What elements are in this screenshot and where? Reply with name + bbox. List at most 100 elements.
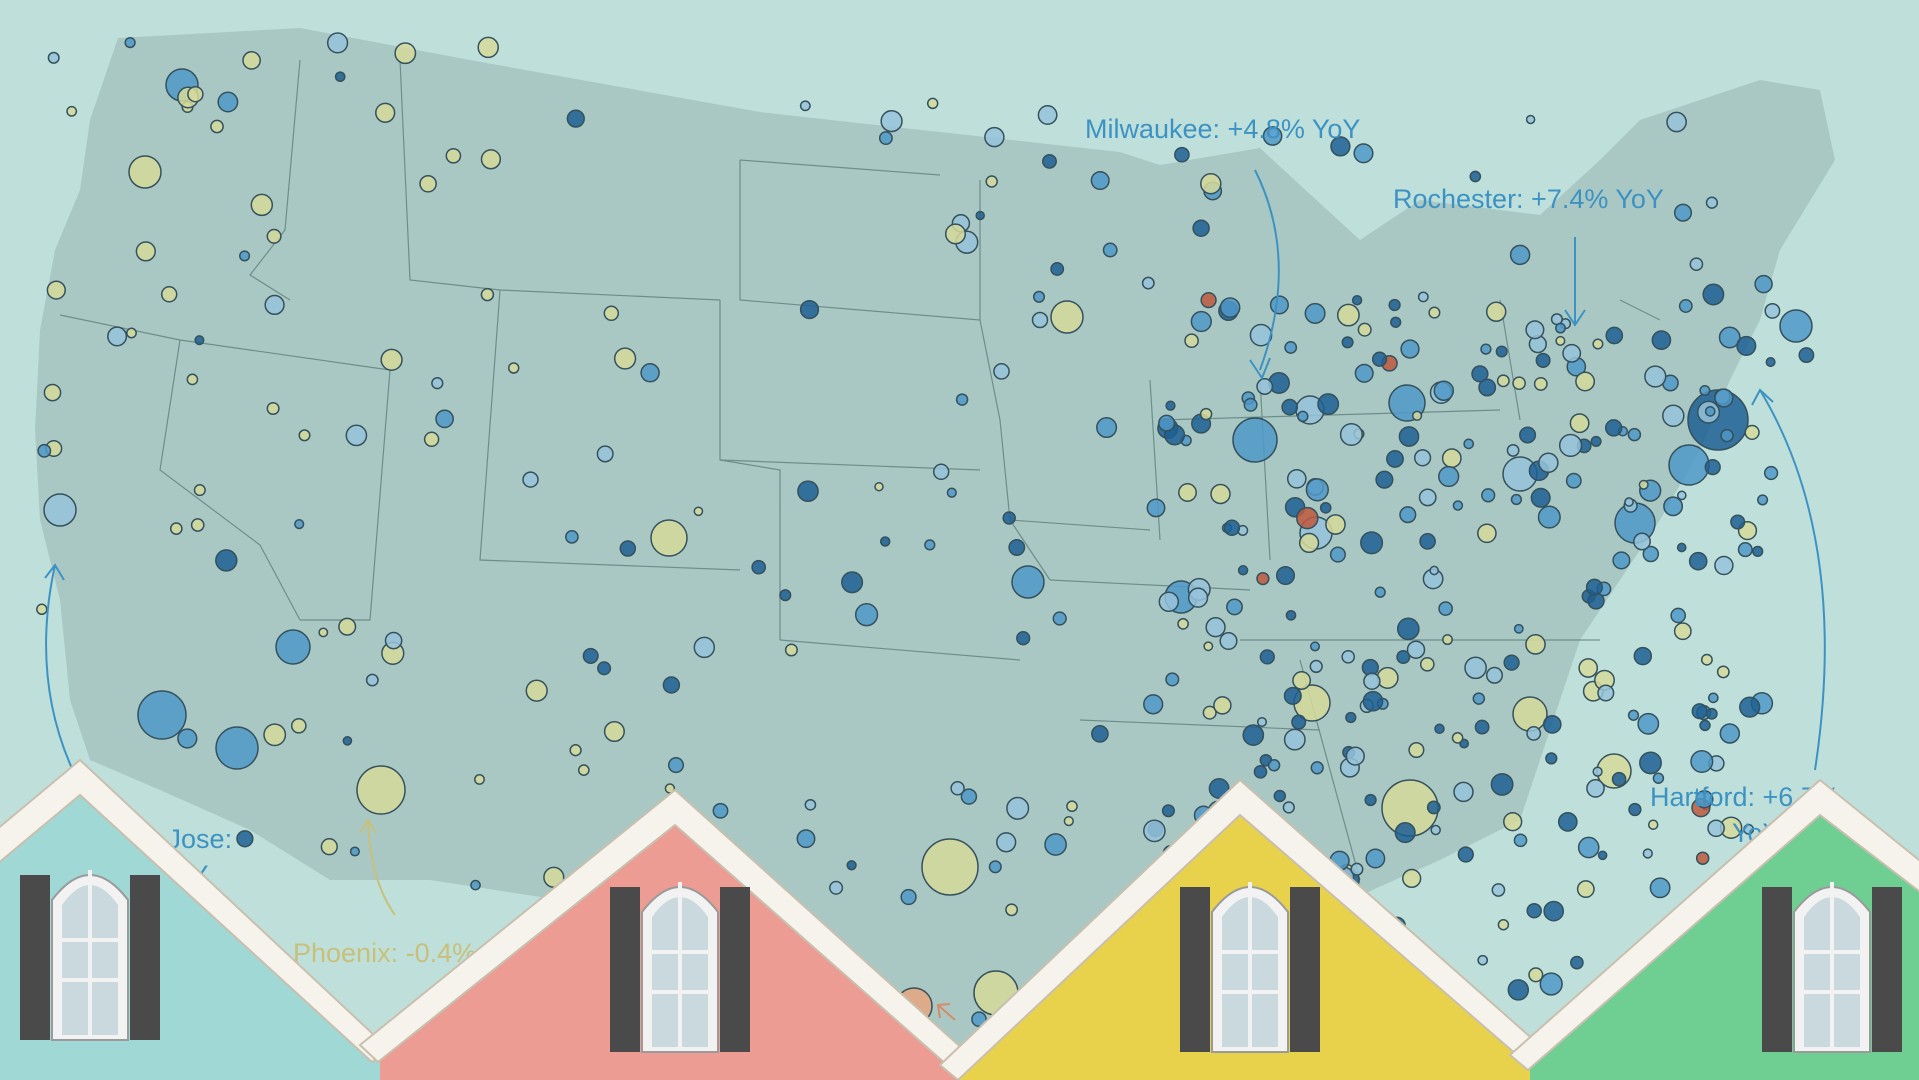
metro-bubble xyxy=(1575,371,1596,392)
metro-bubble xyxy=(1510,493,1523,506)
metro-bubble xyxy=(1267,759,1281,772)
metro-bubble xyxy=(1503,654,1520,671)
metro-bubble xyxy=(1434,723,1445,735)
metro-bubble xyxy=(932,463,950,481)
metro-bubble xyxy=(1666,111,1687,133)
metro-bubble xyxy=(1376,666,1399,689)
metro-bubble xyxy=(1237,565,1249,576)
metro-bubble xyxy=(1497,918,1510,931)
metro-bubble xyxy=(275,629,311,665)
metro-bubble xyxy=(1351,294,1363,306)
metro-bubble xyxy=(1428,306,1441,319)
metro-bubble xyxy=(1644,365,1667,388)
metro-bubble xyxy=(1525,634,1546,655)
metro-bubble xyxy=(1642,848,1653,859)
metro-bubble xyxy=(135,241,156,262)
metro-bubble xyxy=(43,493,77,527)
metro-bubble xyxy=(1202,705,1217,720)
metro-bubble xyxy=(43,383,62,402)
metro-bubble xyxy=(1707,692,1719,704)
metro-bubble xyxy=(264,294,285,316)
annotation-rochester: Rochester: +7.4% YoY xyxy=(1393,184,1664,214)
metro-bubble xyxy=(1275,565,1296,586)
metro-bubble xyxy=(662,676,681,694)
metro-bubble xyxy=(236,830,254,848)
metro-bubble xyxy=(1651,330,1672,350)
window-pink-house-icon xyxy=(610,882,750,1053)
metro-bubble xyxy=(1485,301,1507,322)
metro-bubble xyxy=(1158,591,1180,613)
metro-bubble xyxy=(36,603,48,616)
metro-bubble xyxy=(1720,428,1734,443)
metro-bubble xyxy=(1305,478,1329,502)
metro-bubble xyxy=(1143,694,1164,715)
metro-bubble xyxy=(193,484,206,497)
metro-bubble xyxy=(1472,692,1486,705)
metro-bubble xyxy=(1744,424,1760,441)
metro-bubble xyxy=(751,559,767,575)
metro-bubble xyxy=(1452,500,1464,511)
metro-bubble xyxy=(596,445,614,463)
metro-bubble xyxy=(1691,703,1708,720)
metro-bubble xyxy=(1365,848,1386,869)
metro-bubble xyxy=(1371,351,1388,367)
metro-bubble xyxy=(266,401,280,416)
metro-bubble xyxy=(186,373,199,386)
metro-bubble xyxy=(1339,422,1363,447)
metro-bubble xyxy=(1375,470,1394,489)
metro-bubble xyxy=(1325,514,1346,535)
metro-bubble xyxy=(779,589,792,602)
metro-bubble xyxy=(1317,393,1340,416)
metro-bubble xyxy=(1633,646,1653,666)
metro-bubble xyxy=(365,673,379,687)
metro-bubble xyxy=(1360,531,1384,555)
metro-bubble xyxy=(1495,345,1508,358)
metro-bubble xyxy=(128,155,162,189)
metro-bubble xyxy=(177,728,198,749)
metro-bubble xyxy=(1184,333,1199,349)
metro-bubble xyxy=(480,287,495,302)
metro-bubble xyxy=(640,363,660,383)
metro-bubble xyxy=(1390,316,1402,328)
metro-bubble xyxy=(1690,749,1714,774)
metro-bubble xyxy=(1161,804,1175,818)
metro-bubble xyxy=(1612,551,1631,570)
metro-bubble xyxy=(338,617,357,636)
metro-bubble xyxy=(1509,244,1531,266)
metro-bubble xyxy=(215,549,238,572)
metro-bubble xyxy=(326,32,349,54)
metro-bubble xyxy=(66,105,78,117)
metro-bubble xyxy=(1158,414,1176,432)
metro-bubble xyxy=(1676,490,1687,501)
metro-bubble xyxy=(375,102,396,123)
metro-bubble xyxy=(1031,311,1049,329)
metro-bubble xyxy=(1624,497,1634,507)
metro-bubble xyxy=(210,119,224,134)
metro-bubble xyxy=(242,51,261,70)
metro-bubble xyxy=(1577,836,1600,859)
metro-bubble xyxy=(423,431,440,448)
metro-bubble xyxy=(1341,649,1356,664)
metro-bubble xyxy=(1464,656,1487,680)
metro-bubble xyxy=(1398,426,1420,447)
metro-bubble xyxy=(250,193,274,217)
metro-bubble xyxy=(1757,494,1769,506)
metro-bubble xyxy=(900,888,917,906)
metro-bubble xyxy=(1695,851,1710,865)
metro-bubble xyxy=(1649,877,1671,899)
metro-bubble xyxy=(1008,539,1026,556)
metro-bubble xyxy=(1647,819,1659,830)
metro-bubble xyxy=(124,36,136,49)
metro-bubble xyxy=(318,627,329,638)
metro-bubble xyxy=(1243,397,1258,412)
metro-bubble xyxy=(924,539,936,551)
metro-bubble xyxy=(1330,136,1351,157)
metro-bubble xyxy=(1526,725,1542,741)
metro-bubble xyxy=(1406,640,1426,659)
metro-bubble xyxy=(1605,326,1624,345)
metro-bubble xyxy=(1418,488,1437,507)
metro-bubble xyxy=(431,377,444,390)
metro-bubble xyxy=(577,764,590,776)
metro-bubble xyxy=(1530,487,1551,508)
metro-bubble xyxy=(1219,297,1241,318)
